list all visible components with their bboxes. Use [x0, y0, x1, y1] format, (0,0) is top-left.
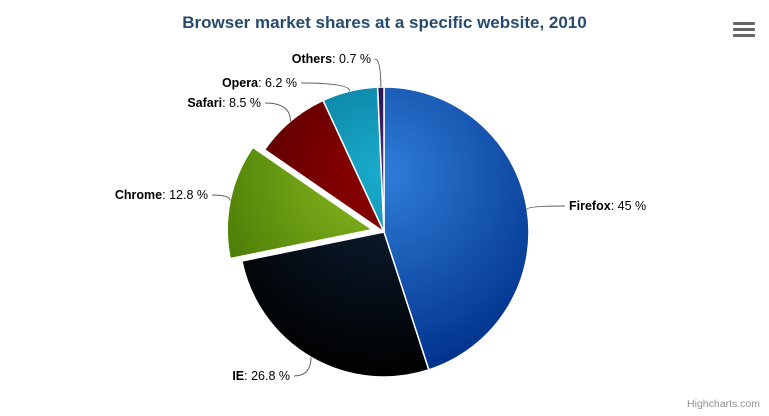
- pie-label-connector-safari: [264, 102, 291, 122]
- pie-slice-firefox[interactable]: [383, 86, 530, 371]
- pie-slice-others[interactable]: [376, 86, 385, 233]
- hamburger-menu-icon: [733, 22, 755, 37]
- pie-label-connector-firefox: [526, 205, 566, 210]
- menu-bar: [733, 28, 755, 31]
- pie-label-connector-chrome: [211, 194, 231, 201]
- pie-label-connector-others: [374, 58, 382, 88]
- pie-label-connector-ie: [293, 357, 312, 377]
- menu-bar: [733, 22, 755, 25]
- pie-slice-chrome[interactable]: [226, 146, 373, 260]
- export-menu-button[interactable]: [729, 19, 759, 45]
- menu-bar: [733, 34, 755, 37]
- chart-title: Browser market shares at a specific webs…: [182, 13, 587, 32]
- pie-label-connector-opera: [300, 82, 351, 92]
- credits-link[interactable]: Highcharts.com: [687, 398, 760, 410]
- pie-slice-ie[interactable]: [241, 231, 430, 378]
